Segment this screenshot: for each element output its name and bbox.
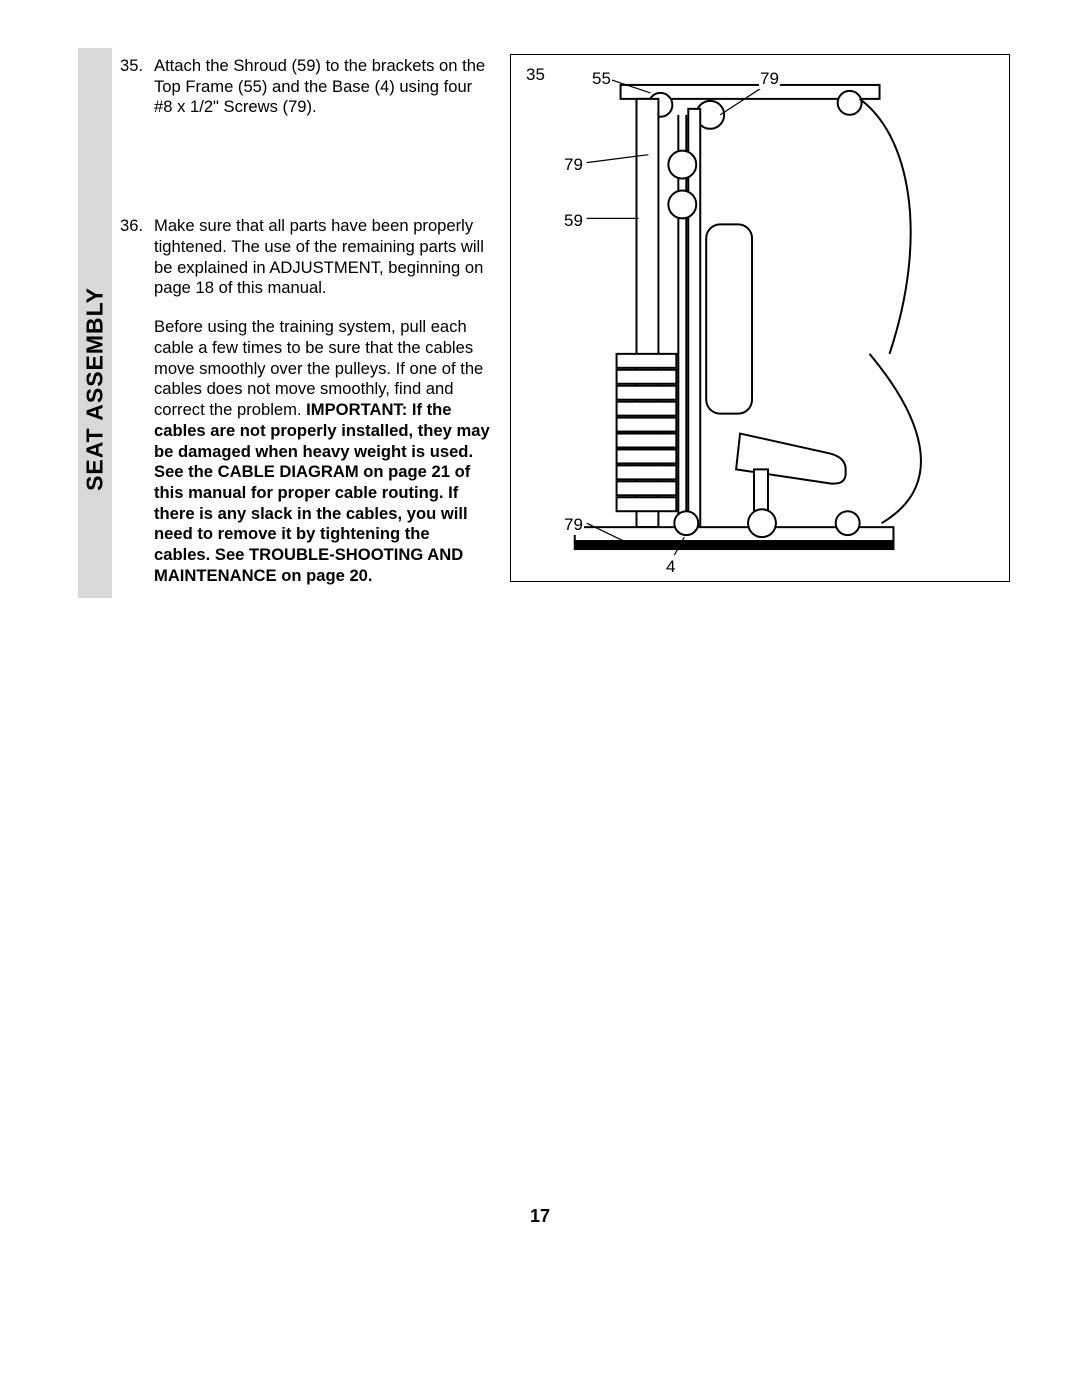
diagram-callout: 79 (563, 155, 584, 175)
text-run: Make sure that all parts have been prope… (154, 216, 484, 297)
page: SEAT ASSEMBLY 35.Attach the Shroud (59) … (0, 0, 1080, 1397)
diagram-callout: 59 (563, 211, 584, 231)
diagram-callout: 79 (563, 515, 584, 535)
step-number: 35. (120, 56, 154, 136)
assembly-diagram-svg (511, 55, 1009, 581)
diagram-callout: 79 (759, 69, 780, 89)
bold-run: IMPORTANT: If the cables are not properl… (154, 400, 490, 585)
step-paragraph: Attach the Shroud (59) to the brackets o… (154, 56, 490, 118)
instruction-step: 35.Attach the Shroud (59) to the bracket… (120, 56, 490, 136)
section-tab-label: SEAT ASSEMBLY (82, 287, 109, 491)
assembly-diagram: 35 55 79 79 59 79 4 (510, 54, 1010, 582)
step-number: 36. (120, 216, 154, 604)
step-body: Make sure that all parts have been prope… (154, 216, 490, 604)
step-body: Attach the Shroud (59) to the brackets o… (154, 56, 490, 136)
step-paragraph: Before using the training system, pull e… (154, 317, 490, 587)
text-run: Attach the Shroud (59) to the brackets o… (154, 56, 485, 116)
page-number: 17 (0, 1206, 1080, 1227)
diagram-callout: 55 (591, 69, 612, 89)
diagram-callout: 35 (525, 65, 546, 85)
section-tab: SEAT ASSEMBLY (78, 48, 112, 598)
instruction-step: 36.Make sure that all parts have been pr… (120, 216, 490, 604)
instruction-column: 35.Attach the Shroud (59) to the bracket… (120, 56, 490, 631)
diagram-callout: 4 (665, 557, 676, 577)
step-paragraph: Make sure that all parts have been prope… (154, 216, 490, 299)
